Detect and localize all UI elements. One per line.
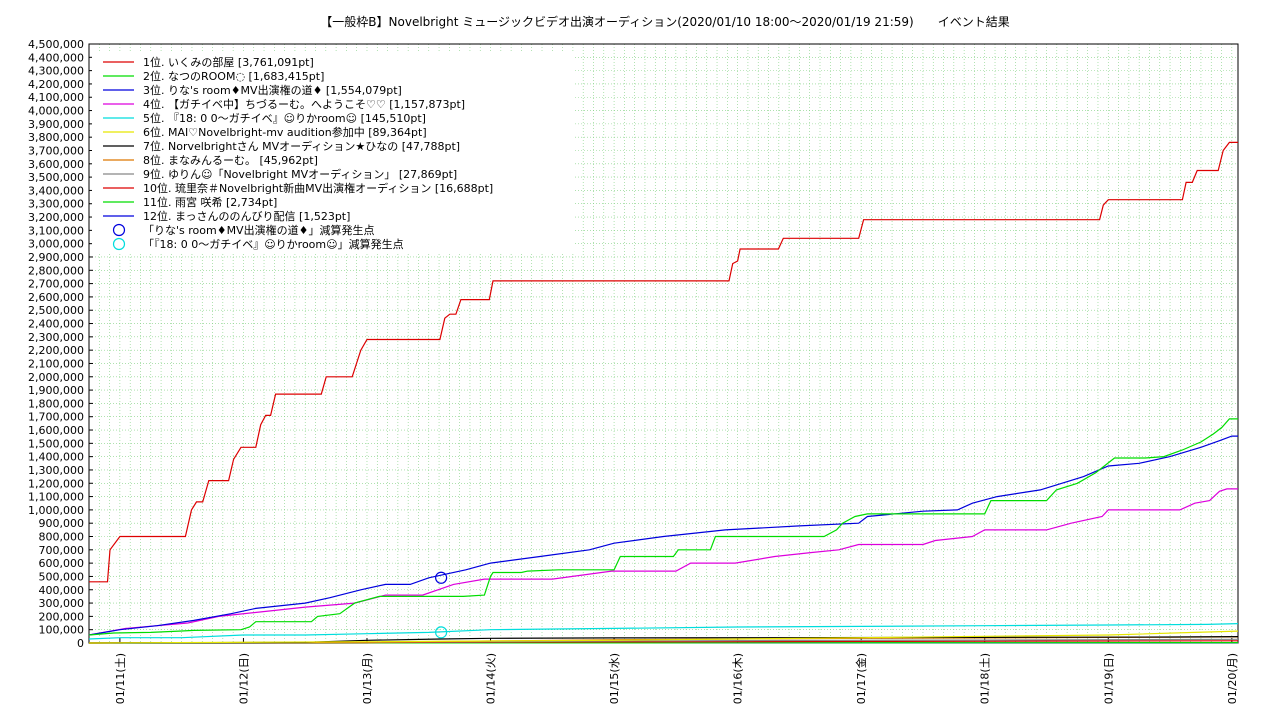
y-tick-label: 4,100,000 (28, 91, 84, 104)
y-tick-label: 4,300,000 (28, 65, 84, 78)
y-tick-label: 3,500,000 (28, 171, 84, 184)
y-tick-label: 3,600,000 (28, 158, 84, 171)
y-tick-label: 4,500,000 (28, 38, 84, 51)
legend-entry: 2位. なつのROOM◌ [1,683,415pt] (143, 69, 324, 83)
legend-box (92, 51, 574, 253)
x-tick-label: 01/11(土) (114, 653, 127, 704)
y-tick-label: 2,000,000 (28, 371, 84, 384)
y-tick-label: 1,300,000 (28, 464, 84, 477)
y-tick-label: 600,000 (39, 557, 85, 570)
y-tick-label: 1,700,000 (28, 411, 84, 424)
legend-entry: 1位. いくみの部屋 [3,761,091pt] (143, 55, 314, 69)
y-tick-label: 1,400,000 (28, 451, 84, 464)
y-tick-label: 3,200,000 (28, 211, 84, 224)
y-tick-label: 2,100,000 (28, 357, 84, 370)
series-line (88, 418, 1238, 636)
y-tick-label: 3,800,000 (28, 131, 84, 144)
legend-marker (112, 223, 126, 237)
x-tick-label: 01/17(金) (854, 653, 868, 704)
y-tick-label: 2,300,000 (28, 331, 84, 344)
legend-entry: 12位. まっさんののんびり配信 [1,523pt] (143, 209, 350, 223)
markers (435, 571, 448, 639)
x-tick-label: 01/12(日) (237, 653, 250, 704)
y-tick-label: 3,100,000 (28, 224, 84, 237)
y-tick-label: 3,000,000 (28, 238, 84, 251)
x-tick-label: 01/20(月) (1226, 653, 1239, 704)
legend-entry: 7位. Norvelbrightさん MVオーディション★ひなの [47,788… (143, 139, 460, 153)
x-tick-label: 01/18(土) (979, 653, 992, 704)
y-tick-label: 300,000 (39, 597, 85, 610)
legend-entry: 3位. りな's room♦MV出演権の道♦ [1,554,079pt] (143, 83, 402, 97)
y-tick-label: 2,200,000 (28, 344, 84, 357)
y-tick-label: 800,000 (39, 531, 85, 544)
x-tick-label: 01/15(水) (608, 653, 621, 704)
legend-entry: 「りな's room♦MV出演権の道♦」減算発生点 (143, 223, 374, 237)
y-tick-label: 1,000,000 (28, 504, 84, 517)
chart-title: 【一般枠B】Novelbright ミュージックビデオ出演オーディション(202… (320, 14, 1009, 29)
series-lines (88, 141, 1239, 644)
legend-entry: 10位. 琉里奈＃Novelbright新曲MV出演権オーディション [16,6… (143, 181, 493, 195)
y-tick-label: 2,700,000 (28, 278, 84, 291)
x-tick-label: 01/19(日) (1102, 653, 1115, 704)
legend-marker (112, 237, 126, 251)
y-tick-label: 2,900,000 (28, 251, 84, 264)
y-tick-label: 100,000 (39, 624, 85, 637)
y-tick-label: 1,600,000 (28, 424, 84, 437)
y-tick-label: 700,000 (39, 544, 85, 557)
y-tick-label: 1,500,000 (28, 437, 84, 450)
y-tick-label: 3,300,000 (28, 198, 84, 211)
y-tick-label: 4,400,000 (28, 51, 84, 64)
y-tick-label: 500,000 (39, 570, 85, 583)
y-tick-label: 2,800,000 (28, 264, 84, 277)
legend: 1位. いくみの部屋 [3,761,091pt]2位. なつのROOM◌ [1,… (92, 51, 574, 253)
y-tick-label: 1,100,000 (28, 491, 84, 504)
x-tick-label: 01/14(火) (485, 653, 498, 704)
reduction-marker (435, 626, 448, 639)
y-tick-label: 0 (77, 637, 84, 650)
y-tick-label: 4,000,000 (28, 105, 84, 118)
legend-entry: 5位. 『18: 0 0〜ガチイベ』☺りかroom☺ [145,510pt] (143, 111, 426, 125)
y-tick-label: 1,200,000 (28, 477, 84, 490)
series-line (88, 623, 1239, 640)
y-tick-label: 3,700,000 (28, 144, 84, 157)
legend-entry: 11位. 雨宮 咲希 [2,734pt] (143, 195, 277, 209)
y-tick-label: 3,900,000 (28, 118, 84, 131)
y-tick-label: 2,400,000 (28, 318, 84, 331)
y-tick-label: 400,000 (39, 584, 85, 597)
reduction-marker (435, 571, 448, 584)
x-axis: 01/11(土) 01/12(日) 01/13(月) 01/14(火) 01/15(水)… (114, 638, 1239, 704)
y-tick-label: 1,800,000 (28, 397, 84, 410)
x-tick-label: 01/13(月) (361, 653, 374, 704)
y-tick-label: 900,000 (39, 517, 85, 530)
y-tick-label: 2,500,000 (28, 304, 84, 317)
series-line (88, 630, 1239, 644)
legend-entry: 「『18: 0 0〜ガチイベ』☺りかroom☺」減算発生点 (143, 237, 404, 251)
series-line (88, 488, 1238, 636)
series-line (88, 435, 1238, 636)
series-line (89, 141, 1238, 583)
x-tick-label: 01/16(木) (732, 653, 745, 704)
y-tick-label: 200,000 (39, 610, 85, 623)
y-tick-label: 3,400,000 (28, 184, 84, 197)
legend-entry: 9位. ゆりん☺「Novelbright MVオーディション」 [27,869p… (143, 167, 457, 181)
legend-entry: 8位. まなみんるーむ。 [45,962pt] (143, 153, 318, 167)
y-tick-label: 4,200,000 (28, 78, 84, 91)
y-tick-label: 2,600,000 (28, 291, 84, 304)
y-axis: 0100,000200,000300,000400,000500,000600,… (28, 38, 93, 650)
y-tick-label: 1,900,000 (28, 384, 84, 397)
legend-entry: 6位. MAI♡Novelbright-mv audition参加中 [89,3… (143, 125, 427, 139)
legend-entry: 4位. 【ガチイベ中】ちづるーむ。へようこそ♡♡ [1,157,873pt] (143, 97, 465, 111)
